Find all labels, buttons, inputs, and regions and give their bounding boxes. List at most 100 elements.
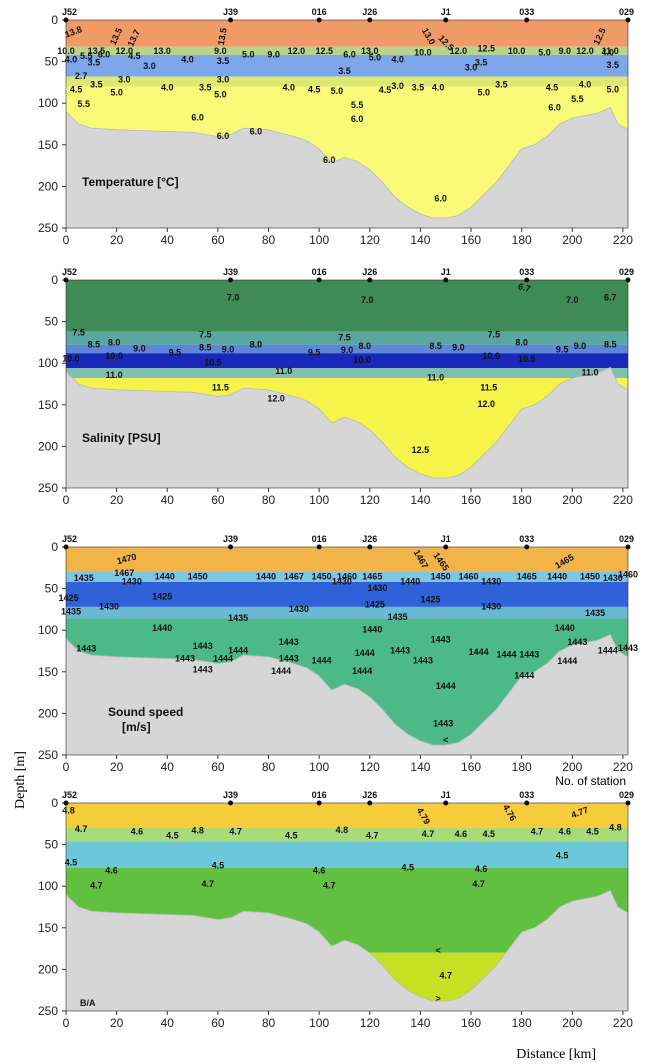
contour-label: 1450: [431, 571, 451, 581]
contour-label: 1430: [332, 576, 352, 586]
x-tick-label: 220: [613, 760, 633, 774]
x-tick-label: 80: [262, 493, 276, 507]
contour-label: 3.5: [338, 66, 351, 76]
contour-label: 3.5: [90, 79, 103, 89]
station-marker: [367, 277, 373, 283]
contour-label: 13.5: [216, 27, 229, 46]
layer-band-5: [66, 368, 628, 379]
contour-label: 1444: [312, 655, 332, 665]
x-tick-label: 80: [262, 1016, 276, 1030]
contour-label: 6.0: [191, 113, 204, 123]
contour-label: 5.0: [369, 53, 382, 63]
y-tick-label: 0: [51, 540, 58, 554]
layer-band-4: [66, 606, 628, 619]
contour-label: 6.0: [323, 155, 336, 165]
contour-label: 4.0: [601, 48, 614, 58]
station-marker: [625, 277, 631, 283]
contour-label: 1444: [469, 647, 489, 657]
contour-label: 13.0: [361, 46, 379, 56]
contour-label: 12.0: [576, 46, 594, 56]
station-label: 016: [312, 7, 327, 17]
y-tick-label: 50: [45, 315, 59, 329]
panel-title: Temperature [°C]: [82, 175, 179, 189]
contour-label: 5.0: [110, 88, 123, 98]
station-label: J52: [62, 7, 77, 17]
x-tick-label: 120: [360, 493, 380, 507]
station-label: J1: [441, 534, 451, 544]
contour-label: 4.7: [323, 881, 336, 891]
x-tick-label: 140: [410, 493, 430, 507]
contour-label: 8.0: [358, 341, 371, 351]
contour-label: 6.0: [434, 193, 447, 203]
contour-label: 4.0: [432, 83, 445, 93]
contour-label: 1465: [362, 571, 382, 581]
contour-label: 1450: [580, 571, 600, 581]
station-label: J26: [362, 790, 377, 800]
station-label: 016: [312, 534, 327, 544]
contour-label: 8.0: [250, 339, 263, 349]
contour-label: 4.6: [131, 826, 144, 836]
contour-label: 1430: [122, 576, 142, 586]
y-tick-label: 50: [45, 582, 59, 596]
contour-label: 4.0: [391, 54, 404, 64]
contour-label: 4.5: [546, 83, 559, 93]
contour-label: 8.5: [199, 343, 212, 353]
station-label: 033: [519, 7, 534, 17]
contour-label: 10.5: [518, 354, 536, 364]
contour-label: >: [436, 994, 441, 1004]
contour-label: 1444: [514, 670, 534, 680]
contour-label: 4.5: [401, 862, 414, 872]
y-tick-label: 50: [45, 838, 59, 852]
x-tick-label: 100: [309, 493, 329, 507]
station-marker: [228, 800, 234, 806]
layer-band-1: [66, 20, 628, 47]
contour-label: 1440: [256, 571, 276, 581]
contour-label: 7.5: [72, 328, 85, 338]
y-tick-label: 100: [38, 879, 58, 893]
contour-label: 2.7: [75, 71, 88, 81]
contour-label: 3.5: [88, 58, 101, 68]
contour-label: 4.0: [579, 79, 592, 89]
contour-label: 9.0: [452, 343, 465, 353]
contour-label: 1444: [598, 645, 618, 655]
station-marker: [443, 544, 449, 550]
x-tick-label: 100: [309, 1016, 329, 1030]
contour-label: 12.5: [315, 46, 333, 56]
seabed-area: [66, 889, 628, 1011]
contour-label: 3.0: [143, 61, 156, 71]
contour-label: 1430: [367, 583, 387, 593]
contour-label: 13.0: [153, 46, 171, 56]
station-label: J39: [223, 267, 238, 277]
contour-label: 1444: [557, 656, 577, 666]
contour-label: 3.5: [217, 56, 230, 66]
contour-label: 1440: [362, 625, 382, 635]
x-tick-label: 140: [410, 233, 430, 247]
y-tick-label: 250: [38, 1004, 58, 1018]
x-tick-label: 100: [309, 760, 329, 774]
y-tick-label: 200: [38, 962, 58, 976]
y-tick-label: 100: [38, 96, 58, 110]
x-tick-label: 100: [309, 233, 329, 247]
y-tick-label: 50: [45, 55, 59, 69]
station-label: J39: [223, 7, 238, 17]
x-tick-label: 200: [562, 760, 582, 774]
station-marker: [63, 17, 69, 23]
layer-band-3: [66, 344, 628, 354]
contour-label: 3.0: [118, 74, 131, 84]
station-label: J52: [62, 790, 77, 800]
station-marker: [524, 800, 530, 806]
contour-label: 4.5: [166, 831, 179, 841]
contour-label: 1460: [458, 571, 478, 581]
contour-label: 1430: [481, 601, 501, 611]
station-label: 016: [312, 790, 327, 800]
x-tick-label: 160: [461, 1016, 481, 1030]
x-tick-label: 160: [461, 493, 481, 507]
contour-label: 5.5: [571, 94, 584, 104]
plot-frame: [65, 279, 629, 489]
x-tick-label: 80: [262, 233, 276, 247]
x-tick-label: 180: [512, 760, 532, 774]
seabed-area: [66, 366, 628, 488]
contour-label: 1443: [76, 644, 96, 654]
y-tick-label: 250: [38, 481, 58, 495]
distance-axis-label: Distance [km]: [516, 1047, 596, 1062]
